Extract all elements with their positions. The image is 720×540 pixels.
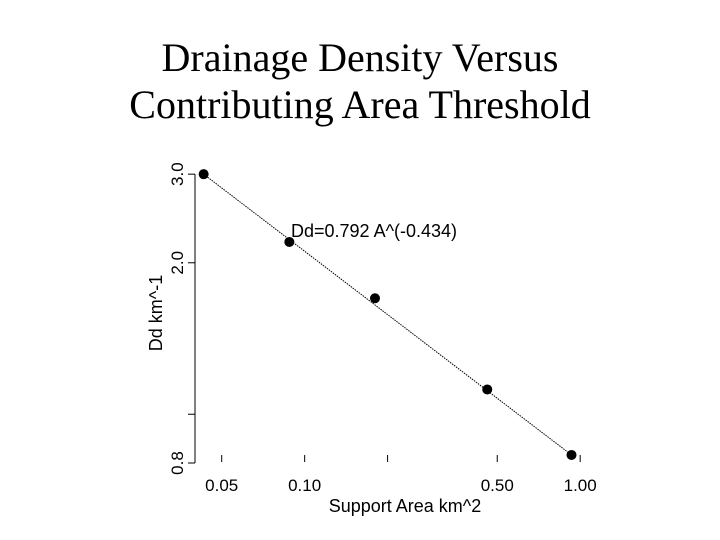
x-axis-label: Support Area km^2 bbox=[329, 496, 482, 516]
data-point bbox=[482, 384, 493, 395]
x-axis: 0.05 0.10 0.50 1.00 bbox=[205, 455, 597, 495]
fit-equation-label: Dd=0.792 A^(-0.434) bbox=[291, 221, 457, 241]
y-axis: 0.8 2.0 3.0 bbox=[168, 162, 196, 475]
slide-title-line-1: Drainage Density Versus bbox=[161, 35, 559, 80]
fit-line-group bbox=[203, 173, 572, 456]
data-point bbox=[198, 169, 209, 180]
y-tick-label: 3.0 bbox=[168, 162, 187, 186]
y-tick-label: 2.0 bbox=[168, 251, 187, 275]
data-points bbox=[198, 169, 577, 460]
slide-title: Drainage Density Versus Contributing Are… bbox=[0, 34, 720, 128]
x-tick-label: 0.10 bbox=[288, 476, 321, 495]
x-tick-label: 1.00 bbox=[564, 476, 597, 495]
x-tick-label: 0.50 bbox=[481, 476, 514, 495]
data-point bbox=[369, 293, 380, 304]
slide-title-line-2: Contributing Area Threshold bbox=[129, 82, 591, 127]
data-point bbox=[284, 236, 295, 247]
y-tick-label: 0.8 bbox=[168, 451, 187, 475]
data-point bbox=[566, 449, 577, 460]
y-axis-label: Dd km^-1 bbox=[146, 275, 166, 351]
x-tick-label: 0.05 bbox=[205, 476, 238, 495]
fit-line bbox=[203, 173, 572, 456]
